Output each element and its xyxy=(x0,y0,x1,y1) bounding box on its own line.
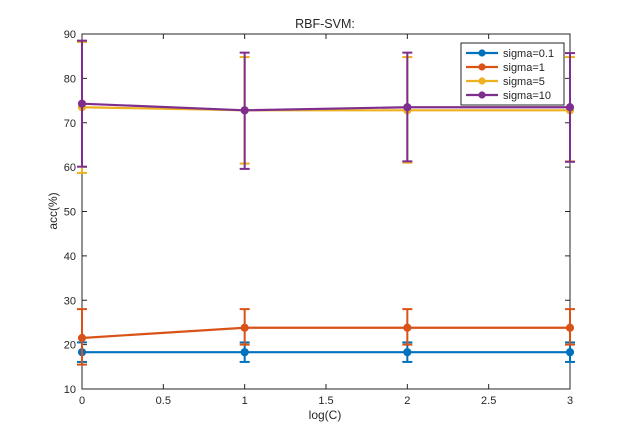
x-tick-label: 1.5 xyxy=(318,395,333,407)
x-tick-label: 2.5 xyxy=(481,395,496,407)
y-tick-label: 70 xyxy=(64,118,76,130)
data-point-sigma-1 xyxy=(565,323,575,332)
data-point-sigma-0-1 xyxy=(240,348,249,357)
x-tick-label: 3 xyxy=(567,395,573,407)
series-line-sigma-5 xyxy=(81,106,570,112)
legend-label-sigma-5: sigma=5 xyxy=(503,76,545,88)
series-line-sigma-10 xyxy=(81,102,570,112)
x-tick-label: 0 xyxy=(79,395,85,407)
y-tick-label: 80 xyxy=(64,73,76,85)
legend-marker-sigma-10 xyxy=(478,91,486,99)
legend-marker-sigma-1 xyxy=(478,63,486,71)
x-axis-label: log(C) xyxy=(309,408,342,422)
data-point-sigma-1 xyxy=(240,323,249,332)
y-tick-label: 20 xyxy=(64,340,76,352)
data-point-sigma-10 xyxy=(77,99,87,108)
y-axis-label: acc(%) xyxy=(46,192,60,229)
legend: sigma=0.1 sigma=1 sigma=5 sigma=10 xyxy=(460,42,565,106)
legend-label-sigma-0-1: sigma=0.1 xyxy=(503,48,554,60)
y-tick-label: 60 xyxy=(64,162,76,174)
y-tick-label: 40 xyxy=(64,251,76,263)
data-point-sigma-0-1 xyxy=(565,348,575,357)
legend-marker-sigma-5 xyxy=(478,77,486,85)
chart-title: RBF-SVM: xyxy=(295,17,355,31)
y-tick-label: 50 xyxy=(64,207,76,219)
x-tick-label: 0.5 xyxy=(156,395,171,407)
x-tick-label: 2 xyxy=(404,395,410,407)
legend-label-sigma-10: sigma=10 xyxy=(503,90,551,102)
y-tick-label: 90 xyxy=(64,29,76,41)
y-tick-label: 30 xyxy=(64,295,76,307)
legend-label-sigma-1: sigma=1 xyxy=(503,62,545,74)
y-tick-label: 10 xyxy=(64,384,76,396)
series-line-sigma-1 xyxy=(81,326,570,340)
legend-marker-sigma-0-1 xyxy=(478,49,486,57)
data-point-sigma-1 xyxy=(77,333,87,343)
data-point-sigma-1 xyxy=(403,323,412,332)
data-point-sigma-10 xyxy=(240,106,249,115)
x-tick-label: 1 xyxy=(242,395,248,407)
data-point-sigma-10 xyxy=(403,103,412,112)
data-point-sigma-10 xyxy=(565,103,575,112)
data-point-sigma-0-1 xyxy=(403,348,412,357)
